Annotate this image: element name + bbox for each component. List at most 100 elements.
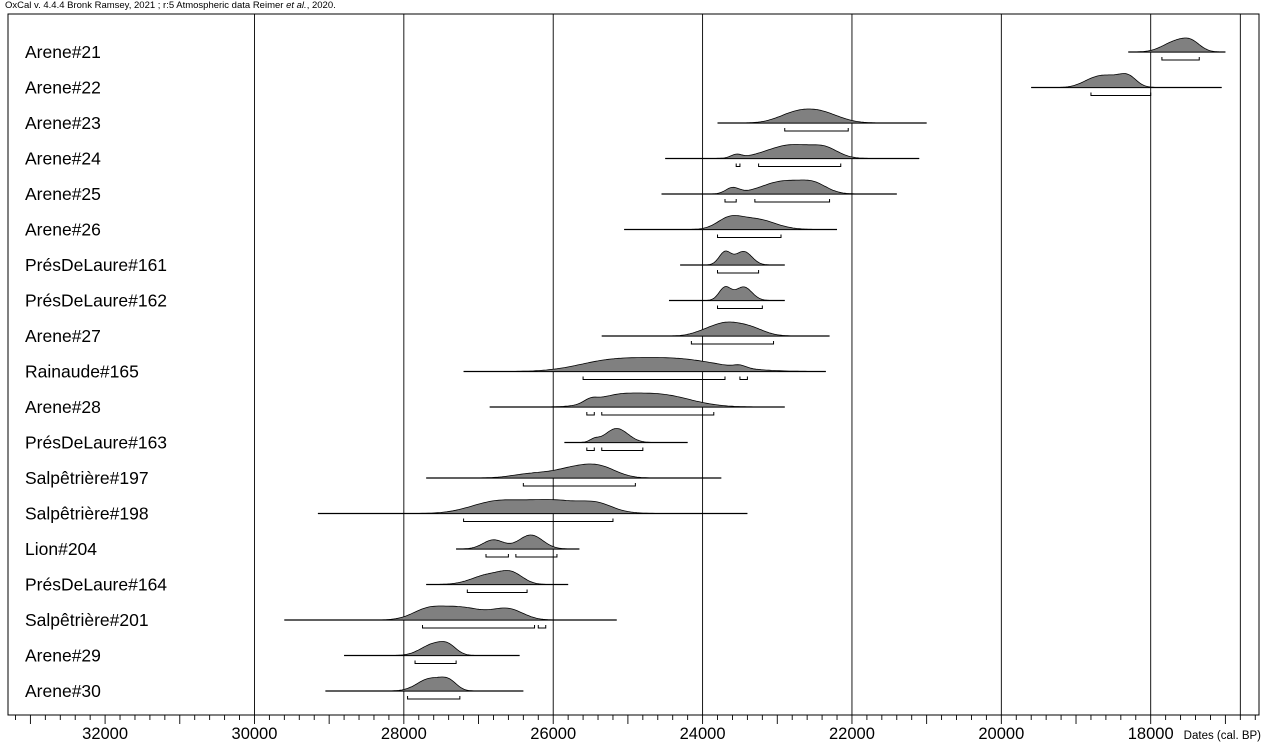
sample-label: Arene#22 [25, 78, 101, 98]
hpd-range-bracket [414, 660, 457, 664]
header-text-post: , 2020. [306, 0, 336, 11]
date-rows: Arene#21 Arene#22 Arene#23 Arene#24 Arene#25… [25, 37, 1226, 701]
date-row: Arene#28 [25, 392, 785, 417]
header-text-pre: OxCal v. 4.4.4 Bronk Ramsey, 2021 ; r:5 … [5, 0, 287, 11]
sample-label: Arene#27 [25, 326, 101, 346]
date-row: PrésDeLaure#164 [25, 570, 569, 595]
hpd-range-bracket [601, 412, 715, 416]
date-row: PrésDeLaure#162 [25, 286, 785, 311]
hpd-range-bracket [466, 589, 528, 593]
x-axis: 32000 30000 28000 26000 24000 22000 20000 18000 [15, 715, 1256, 742]
hpd-range-bracket [717, 270, 760, 274]
sample-label: Salpêtrière#198 [25, 504, 149, 524]
probability-distribution [1031, 73, 1222, 88]
hpd-range-bracket [717, 305, 763, 309]
x-tick-label: 28000 [381, 725, 427, 742]
hpd-range-bracket [758, 163, 842, 167]
grid-lines [254, 14, 1241, 715]
probability-distribution [717, 108, 927, 124]
oxcal-version-header: OxCal v. 4.4.4 Bronk Ramsey, 2021 ; r:5 … [5, 0, 336, 11]
probability-distribution [426, 570, 569, 585]
hpd-range-bracket [601, 447, 644, 451]
date-row: PrésDeLaure#161 [25, 250, 785, 275]
sample-label: PrésDeLaure#162 [25, 291, 167, 311]
sample-label: Arene#23 [25, 113, 101, 133]
probability-distribution [284, 605, 617, 621]
x-tick-label: 18000 [1128, 725, 1174, 742]
probability-distribution [601, 321, 830, 337]
probability-distribution [624, 215, 837, 230]
x-tick-label: 30000 [232, 725, 278, 742]
hpd-range-bracket [586, 447, 595, 451]
probability-distribution [317, 499, 748, 514]
sample-label: Arene#24 [25, 149, 101, 169]
sample-label: Arene#29 [25, 646, 101, 666]
probability-distribution [456, 534, 580, 550]
sample-label: PrésDeLaure#164 [25, 575, 167, 595]
probability-distribution [665, 144, 920, 159]
hpd-range-bracket [1090, 92, 1152, 96]
probability-distribution [325, 676, 524, 692]
probability-distribution [1128, 37, 1226, 53]
date-row: PrésDeLaure#163 [25, 428, 688, 453]
hpd-range-bracket [537, 625, 547, 629]
hpd-range-bracket [690, 341, 775, 345]
hpd-range-bracket [784, 128, 849, 132]
sample-label: Salpêtrière#201 [25, 610, 149, 630]
date-row: Lion#204 [25, 534, 580, 559]
hpd-range-bracket [735, 163, 741, 167]
sample-label: Rainaude#165 [25, 362, 139, 382]
date-row: Arene#25 [25, 179, 897, 204]
hpd-range-bracket [1161, 57, 1200, 61]
sample-label: Arene#21 [25, 42, 101, 62]
hpd-range-bracket [407, 696, 461, 700]
probability-distribution [669, 286, 785, 301]
probability-distribution [680, 250, 785, 266]
hpd-range-bracket [522, 483, 636, 487]
sample-label: Lion#204 [25, 539, 97, 559]
date-row: Arene#23 [25, 108, 927, 133]
hpd-range-bracket [717, 234, 782, 238]
hpd-range-bracket [515, 554, 558, 558]
sample-label: Salpêtrière#197 [25, 468, 149, 488]
x-tick-label: 32000 [82, 725, 128, 742]
probability-distribution [489, 392, 785, 408]
date-row: Salpêtrière#201 [25, 605, 617, 630]
sample-label: Arene#25 [25, 184, 101, 204]
probability-distribution [661, 179, 897, 195]
sample-label: Arene#26 [25, 220, 101, 240]
x-tick-label: 26000 [530, 725, 576, 742]
date-row: Salpêtrière#198 [25, 499, 748, 524]
date-row: Arene#24 [25, 144, 920, 169]
sample-label: PrésDeLaure#163 [25, 433, 167, 453]
hpd-range-bracket [463, 518, 614, 522]
probability-distribution [463, 357, 826, 372]
hpd-range-bracket [582, 376, 726, 380]
hpd-range-bracket [422, 625, 536, 629]
header-text-italic: et al. [286, 0, 307, 11]
date-row: Arene#21 [25, 37, 1226, 62]
x-tick-label: 22000 [829, 725, 875, 742]
x-tick-label: 24000 [680, 725, 726, 742]
date-row: Salpêtrière#197 [25, 463, 722, 488]
x-tick-label: 20000 [978, 725, 1024, 742]
probability-distribution [564, 428, 688, 443]
date-row: Rainaude#165 [25, 357, 826, 382]
x-axis-label: Dates (cal. BP) [1184, 730, 1261, 742]
hpd-range-bracket [739, 376, 748, 380]
plot-frame [7, 13, 1260, 716]
date-row: Arene#27 [25, 321, 830, 346]
hpd-range-bracket [586, 412, 595, 416]
date-row: Arene#22 [25, 73, 1222, 98]
date-row: Arene#30 [25, 676, 524, 701]
probability-distribution [426, 463, 722, 479]
hpd-range-bracket [724, 199, 737, 203]
hpd-range-bracket [754, 199, 831, 203]
date-row: Arene#26 [25, 215, 838, 240]
hpd-range-bracket [485, 554, 509, 558]
probability-distribution [344, 641, 520, 656]
date-row: Arene#29 [25, 641, 520, 666]
sample-label: Arene#30 [25, 681, 101, 701]
sample-label: Arene#28 [25, 397, 101, 417]
